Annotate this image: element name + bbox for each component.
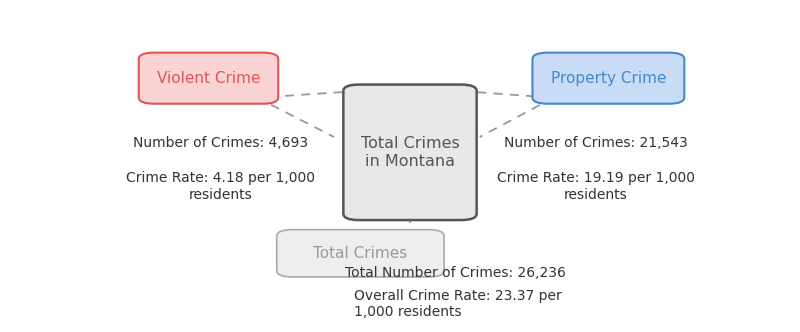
Text: Crime Rate: 4.18 per 1,000
residents: Crime Rate: 4.18 per 1,000 residents — [126, 172, 315, 202]
Text: Number of Crimes: 4,693: Number of Crimes: 4,693 — [134, 136, 309, 150]
FancyBboxPatch shape — [343, 85, 477, 220]
FancyBboxPatch shape — [138, 52, 278, 104]
FancyBboxPatch shape — [277, 230, 444, 277]
Text: Overall Crime Rate: 23.37 per
1,000 residents: Overall Crime Rate: 23.37 per 1,000 resi… — [354, 289, 562, 319]
Text: Total Crimes
in Montana: Total Crimes in Montana — [361, 136, 459, 169]
Text: Total Number of Crimes: 26,236: Total Number of Crimes: 26,236 — [345, 266, 566, 280]
FancyBboxPatch shape — [533, 52, 684, 104]
Text: Total Crimes: Total Crimes — [314, 246, 407, 261]
Text: Crime Rate: 19.19 per 1,000
residents: Crime Rate: 19.19 per 1,000 residents — [497, 172, 695, 202]
Text: Property Crime: Property Crime — [550, 71, 666, 86]
Text: Violent Crime: Violent Crime — [157, 71, 260, 86]
Text: Number of Crimes: 21,543: Number of Crimes: 21,543 — [504, 136, 688, 150]
